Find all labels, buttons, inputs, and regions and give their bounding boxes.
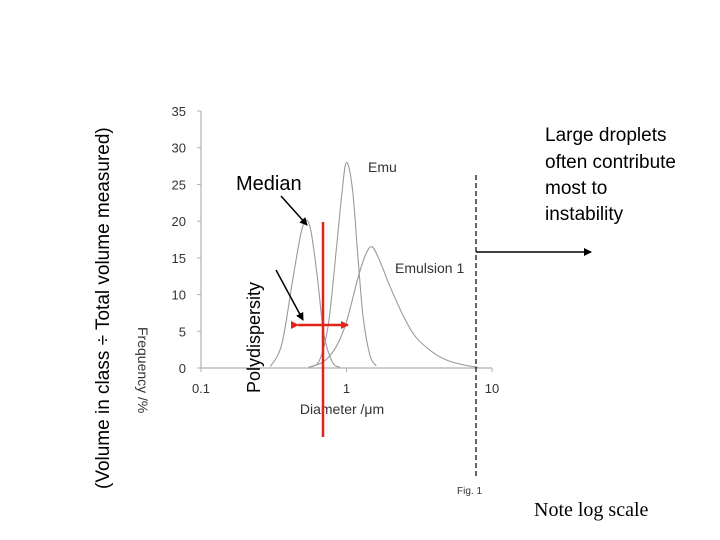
y-tick-label: 30 [172,141,186,156]
x-axis-label: Diameter /μm [300,401,384,417]
y-tick-label: 0 [179,361,186,376]
series-curve-emulsion-1 [308,246,478,368]
median-label: Median [236,173,302,195]
series-curve-emu [308,161,377,368]
x-ticks: 0.1 1 10 [192,368,499,396]
y-axis-label: Frequency /% [135,327,151,413]
svg-text:instability: instability [545,204,624,225]
y-tick-label: 15 [172,251,186,266]
median-arrow [280,195,308,226]
y-tick-label: 20 [172,214,186,229]
x-tick-label: 1 [343,381,350,396]
polydispersity-arrow [275,269,304,321]
figure-label: Fig. 1 [457,486,482,497]
x-tick-label: 10 [485,381,499,396]
polydispersity-label: Polydispersity [244,282,264,393]
y-ticks: 0 5 10 15 20 25 30 35 [172,104,201,376]
series-curve-1 [269,219,341,368]
svg-text:often contribute: often contribute [545,152,676,173]
y-tick-label: 10 [172,288,186,303]
volume-axis-label: (Volume in class ÷ Total volume measured… [93,127,114,489]
y-tick-label: 25 [172,177,186,192]
series-curves [269,161,478,368]
y-tick-label: 5 [179,324,186,339]
svg-text:most to: most to [545,178,607,199]
log-scale-note: Note log scale [534,499,649,521]
x-tick-label: 0.1 [192,381,210,396]
series-label-emu: Emu [368,159,397,175]
y-tick-label: 35 [172,104,186,119]
large-droplets-label: Large droplets often contribute most to … [545,125,676,225]
svg-text:Large droplets: Large droplets [545,125,666,146]
series-label-emulsion-1: Emulsion 1 [395,260,464,276]
